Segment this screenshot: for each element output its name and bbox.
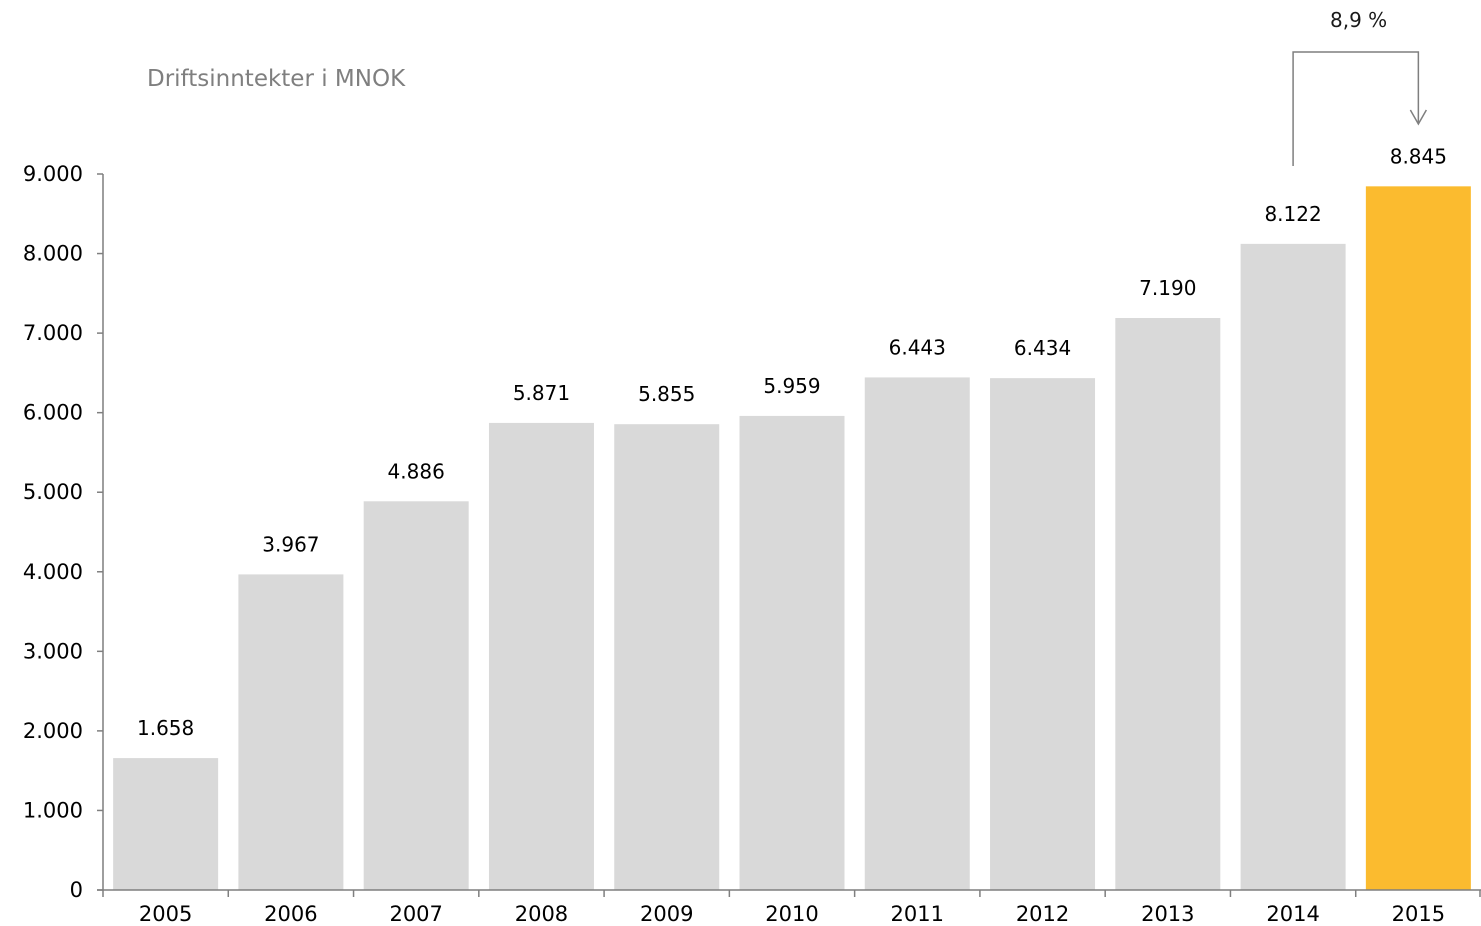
y-tick-label: 0 <box>70 878 83 902</box>
x-tick-label-2014: 2014 <box>1266 902 1319 926</box>
x-tick-label-2006: 2006 <box>264 902 317 926</box>
arrow-down-icon <box>1409 109 1428 126</box>
bars-group <box>113 186 1471 890</box>
bar-value-label-2009: 5.855 <box>638 382 695 406</box>
x-tick-label-2007: 2007 <box>389 902 442 926</box>
y-tick-label: 9.000 <box>23 162 83 186</box>
x-tick-label-2015: 2015 <box>1392 902 1445 926</box>
x-tick-label-2012: 2012 <box>1016 902 1069 926</box>
y-tick-label: 8.000 <box>23 242 83 266</box>
x-tick-label-2010: 2010 <box>765 902 818 926</box>
bar-value-label-2014: 8.122 <box>1264 202 1321 226</box>
bar-2006 <box>238 574 344 890</box>
bar-2007 <box>363 501 469 890</box>
bar-value-label-2015: 8.845 <box>1390 144 1447 168</box>
bar-2014 <box>1240 243 1346 890</box>
growth-annotation <box>1292 51 1428 166</box>
growth-annotation-label: 8,9 % <box>1330 8 1388 32</box>
x-axis: 2005 2006 2007 2008 2009 2010 2011 2012 2013 2014… <box>97 889 1481 926</box>
x-tick-label-2011: 2011 <box>891 902 944 926</box>
bar-value-label-2012: 6.434 <box>1014 336 1071 360</box>
y-tick-label: 4.000 <box>23 560 83 584</box>
bar-value-label-2006: 3.967 <box>262 532 319 556</box>
y-axis: 0 1.000 2.000 3.000 4.000 5.000 6.000 7.000 8.00… <box>23 162 104 902</box>
chart-subtitle: Driftsinntekter i MNOK <box>147 66 406 92</box>
x-tick-label-2013: 2013 <box>1141 902 1194 926</box>
y-tick-label: 7.000 <box>23 321 83 345</box>
y-tick-label: 6.000 <box>23 401 83 425</box>
x-tick-label-2005: 2005 <box>139 902 192 926</box>
bar-2012 <box>990 378 1096 890</box>
bar-value-label-2011: 6.443 <box>889 335 946 359</box>
bar-value-label-2008: 5.871 <box>513 381 570 405</box>
bar-2015 <box>1365 186 1471 890</box>
bar-value-label-2005: 1.658 <box>137 716 194 740</box>
bar-2013 <box>1115 317 1221 890</box>
growth-bracket-line <box>1292 51 1420 166</box>
bar-value-label-2013: 7.190 <box>1139 276 1196 300</box>
bar-2010 <box>739 415 845 890</box>
y-tick-label: 3.000 <box>23 639 83 663</box>
bar-2009 <box>614 424 720 890</box>
x-tick-label-2009: 2009 <box>640 902 693 926</box>
bar-value-label-2010: 5.959 <box>763 374 820 398</box>
bar-labels-group: 1.658 3.967 4.886 5.871 5.855 5.959 6.443 6.434… <box>137 144 1447 740</box>
y-tick-label: 1.000 <box>23 798 83 822</box>
bar-value-label-2007: 4.886 <box>388 459 445 483</box>
y-tick-label: 2.000 <box>23 719 83 743</box>
x-tick-label-2008: 2008 <box>515 902 568 926</box>
bar-2011 <box>864 377 970 890</box>
bar-2008 <box>488 422 594 890</box>
y-tick-label: 5.000 <box>23 480 83 504</box>
bar-2005 <box>113 758 219 890</box>
